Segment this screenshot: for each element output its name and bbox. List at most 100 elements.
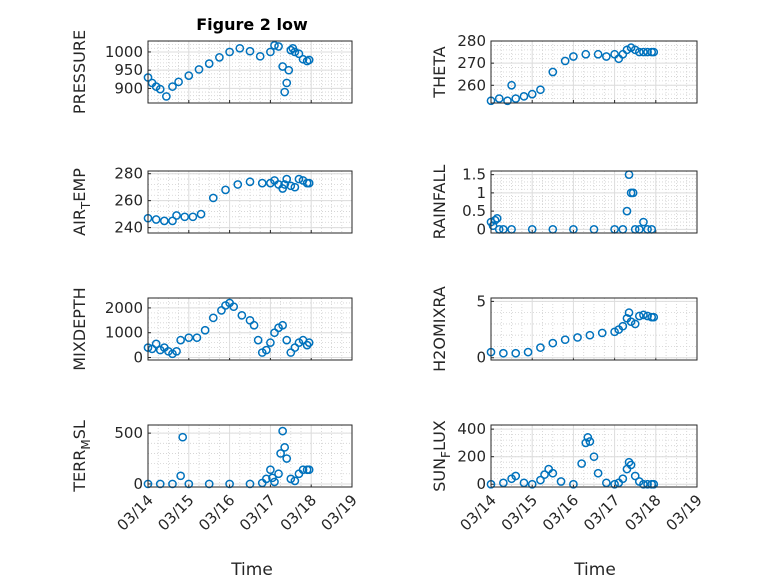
y-tick-label: 280 [457, 32, 486, 50]
y-tick-label: 5 [476, 292, 486, 310]
data-point [548, 468, 558, 478]
data-point [184, 333, 194, 343]
data-point [266, 47, 275, 57]
data-point [527, 479, 537, 489]
data-point [280, 180, 290, 189]
data-point [649, 479, 659, 489]
data-point [180, 212, 190, 222]
data-point [225, 479, 234, 489]
data-point [282, 454, 292, 463]
y-axis-label: AIRTEMP [70, 168, 93, 236]
data-point [536, 475, 545, 485]
data-point [208, 313, 218, 323]
data-point [215, 53, 224, 62]
y-tick-label: 0 [476, 475, 486, 493]
data-point [253, 335, 263, 345]
data-point [298, 54, 308, 64]
data-point [581, 49, 591, 59]
data-point [569, 479, 578, 489]
data-point [278, 62, 287, 71]
data-point [511, 471, 521, 481]
y-tick-label: 1 [476, 184, 486, 202]
data-point [488, 221, 498, 231]
data-point [304, 338, 314, 347]
data-point [155, 479, 165, 489]
data-point [229, 302, 239, 312]
y-tick-label: 270 [457, 54, 486, 72]
data-point [274, 42, 283, 51]
figure-title: Figure 2 low [196, 15, 308, 34]
data-point [276, 449, 285, 458]
plot-frame [490, 424, 698, 488]
data-point [511, 348, 521, 358]
data-point [178, 432, 188, 442]
y-axis-label: H2OMIXRA [430, 286, 449, 372]
data-point [298, 465, 308, 475]
data-point [208, 193, 218, 203]
y-tick-label: 400 [457, 420, 486, 438]
data-point [249, 320, 259, 330]
data-point [278, 426, 287, 436]
data-point [255, 51, 265, 61]
data-point [290, 47, 300, 57]
data-point [634, 311, 644, 321]
data-point [290, 476, 300, 486]
data-point [286, 474, 296, 484]
data-point [245, 479, 255, 489]
data-point [490, 215, 500, 225]
y-axis-label: MIXDEPTH [70, 287, 89, 370]
data-point [634, 47, 644, 57]
data-point [235, 43, 245, 53]
data-point [286, 45, 296, 55]
data-point [282, 335, 292, 345]
data-point [649, 47, 659, 57]
subplot-5: 0 1000 2000 MIXDEPTH [70, 287, 353, 371]
x-tick-label: 03/18 [621, 491, 664, 534]
data-point [233, 180, 243, 189]
data-point [548, 338, 558, 348]
y-tick-label: 500 [114, 424, 143, 442]
data-point [168, 82, 177, 91]
data-point [593, 468, 603, 478]
y-tick-label: 200 [457, 448, 486, 466]
data-point [257, 178, 267, 188]
data-point [225, 47, 234, 57]
subplot-4: 00.511.5 RAINFALL [430, 165, 698, 239]
plot-frame [490, 297, 698, 361]
data-point [278, 320, 287, 330]
data-point [172, 346, 181, 356]
data-point [540, 470, 549, 479]
data-point [523, 347, 533, 357]
data-point [649, 312, 659, 322]
data-point [519, 92, 529, 101]
data-point [511, 94, 521, 103]
y-axis-label: PRESSURE [70, 30, 89, 114]
data-point [174, 77, 183, 87]
y-tick-label: 0 [133, 349, 143, 367]
x-tick-label: 03/19 [663, 491, 706, 534]
data-point [245, 46, 255, 56]
plot-frame [147, 170, 353, 234]
data-point [624, 308, 634, 318]
plot-frame [490, 40, 698, 104]
y-axis-label: THETA [430, 46, 449, 98]
y-tick-label: 0.5 [462, 202, 486, 220]
x-axis-label-left: Time [230, 560, 273, 580]
data-point [507, 80, 516, 90]
data-point [151, 215, 161, 224]
data-point [268, 473, 277, 483]
data-point [503, 96, 512, 106]
data-point [176, 471, 185, 481]
y-tick-label: 240 [114, 219, 143, 237]
data-point [639, 479, 648, 489]
x-tick-label: 03/19 [318, 491, 361, 534]
data-point [597, 328, 607, 338]
y-tick-label: 280 [114, 165, 143, 183]
x-tick-label: 03/15 [154, 491, 197, 534]
data-point [194, 65, 204, 74]
data-point [527, 89, 537, 99]
data-point [192, 333, 202, 343]
data-point [282, 78, 292, 88]
